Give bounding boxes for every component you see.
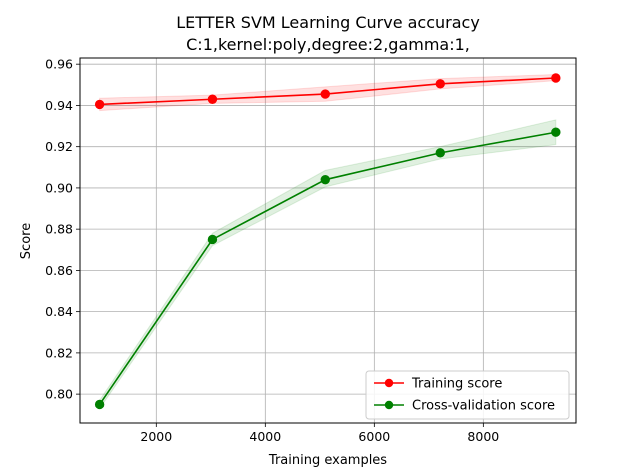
legend-label: Cross-validation score [412,399,555,414]
x-tick-label: 4000 [249,429,281,444]
data-point [94,399,105,410]
chart-title: LETTER SVM Learning Curve accuracy [176,13,480,32]
y-tick-label: 0.82 [45,345,73,360]
plot-area: 2000 4000 6000 8000 0.80 0.82 0.84 0.86 0.88 0.90… [45,57,577,444]
confidence-band [99,119,557,411]
y-tick-label: 0.94 [45,98,73,113]
data-point [435,79,445,89]
legend-box [365,370,570,420]
data-point [551,73,561,83]
data-point [207,234,218,245]
data-point [94,99,105,110]
legend-label: Training score [411,377,502,392]
chart-subtitle: C:1,kernel:poly,degree:2,gamma:1, [186,35,470,54]
y-tick-label: 0.84 [45,304,73,319]
x-axis-label: Training examples [268,453,387,468]
data-point [207,94,218,104]
y-tick-label: 0.88 [45,222,73,237]
legend-swatch-marker [384,400,394,410]
data-point [320,89,330,99]
legend-swatch-marker [384,378,394,388]
data-point [320,174,330,185]
y-tick-label: 0.92 [45,139,73,154]
y-tick-label: 0.90 [45,180,73,195]
legend: Training score Cross-validation score [365,370,570,420]
y-tick-label: 0.96 [45,57,73,72]
data-point [551,127,561,137]
x-tick-label: 6000 [358,429,390,444]
data-point [435,148,445,158]
x-tick-label: 2000 [140,429,172,444]
axes-frame [79,57,577,424]
y-tick-label: 0.80 [45,387,73,402]
y-tick-label: 0.86 [45,263,73,278]
x-tick-label: 8000 [467,429,499,444]
y-axis-label: Score [19,223,34,259]
